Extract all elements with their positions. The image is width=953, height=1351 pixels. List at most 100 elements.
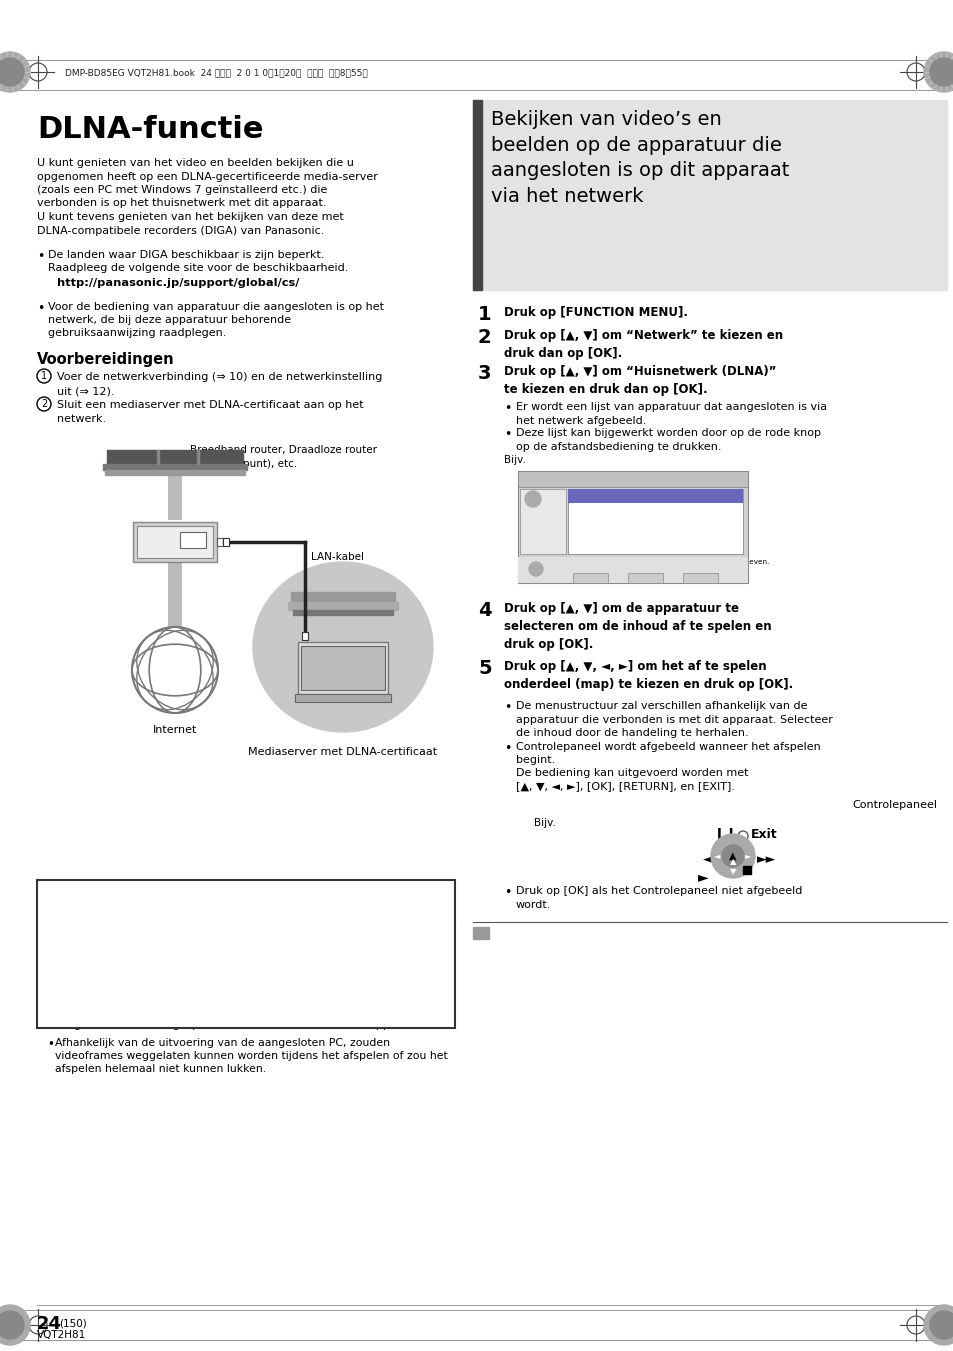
Bar xyxy=(293,611,393,615)
Text: ◄: ◄ xyxy=(714,851,720,861)
Bar xyxy=(216,538,224,546)
Text: 24: 24 xyxy=(37,1315,62,1333)
Text: DLNA-functie: DLNA-functie xyxy=(37,115,263,145)
Bar xyxy=(180,532,206,549)
Text: Er kunnen geen discs of muziek afgespeeld worden. Verder zou het
afspelen van be: Er kunnen geen discs of muziek afgespeel… xyxy=(55,942,423,978)
Bar xyxy=(682,573,718,584)
Circle shape xyxy=(524,490,540,507)
Bar xyxy=(37,880,455,1028)
Circle shape xyxy=(929,1310,953,1339)
Circle shape xyxy=(929,58,953,86)
Text: VQT2H81: VQT2H81 xyxy=(37,1329,86,1340)
Text: Controlepaneel wordt afgebeeld wanneer het afspelen: Controlepaneel wordt afgebeeld wanneer h… xyxy=(516,742,820,753)
Ellipse shape xyxy=(253,562,433,732)
Text: Afhankelijk van de uitvoering van de aangesloten PC, zouden
videoframes weggelat: Afhankelijk van de uitvoering van de aan… xyxy=(55,1038,447,1074)
Text: Bijv.: Bijv. xyxy=(503,455,525,465)
Text: 2: 2 xyxy=(477,328,491,347)
Text: m: m xyxy=(476,929,485,938)
Text: Wanneer er aangesloten is op een DLNA-compatibele
recorder (DIGA) van Panasonic: Wanneer er aangesloten is op een DLNA-co… xyxy=(45,888,377,912)
Bar xyxy=(627,573,662,584)
Bar xyxy=(288,603,397,611)
Text: Voer de netwerkverbinding (⇒ 10) en de netwerkinstelling
uit (⇒ 12).: Voer de netwerkverbinding (⇒ 10) en de n… xyxy=(57,372,382,396)
Text: ▲: ▲ xyxy=(728,851,736,861)
Bar xyxy=(567,489,742,503)
Text: Druk op [▲, ▼] om de apparatuur te
selecteren om de inhoud af te spelen en
druk : Druk op [▲, ▼] om de apparatuur te selec… xyxy=(503,603,771,651)
Circle shape xyxy=(0,58,24,86)
Text: Druk op [FUNCTION MENU].: Druk op [FUNCTION MENU]. xyxy=(503,305,687,319)
Text: Raadpleeg de volgende site voor de beschikbaarheid.: Raadpleeg de volgende site voor de besch… xyxy=(48,263,348,273)
Text: De Huisnetwerk (DLNA) set-up uitvoeren.
Wanneer er een bericht verschijnt dat ve: De Huisnetwerk (DLNA) set-up uitvoeren. … xyxy=(45,917,368,997)
Text: U kunt genieten van het video en beelden bekijken die u: U kunt genieten van het video en beelden… xyxy=(37,158,354,168)
Text: OK: OK xyxy=(522,566,533,571)
Bar xyxy=(297,642,388,694)
Text: Druk op [OK] als het Controlepaneel niet afgebeeld
wordt.: Druk op [OK] als het Controlepaneel niet… xyxy=(516,886,801,909)
Text: RETURN: RETURN xyxy=(522,571,548,576)
Bar xyxy=(517,573,747,584)
Text: (150): (150) xyxy=(59,1319,87,1328)
Text: De bediening kan uitgevoerd worden met: De bediening kan uitgevoerd worden met xyxy=(516,767,748,778)
Circle shape xyxy=(721,844,743,867)
Circle shape xyxy=(923,1305,953,1346)
Text: Mediaserver met DLNA-certificaat: Mediaserver met DLNA-certificaat xyxy=(248,747,437,757)
Text: LAN-kabel
(Recht): LAN-kabel (Recht) xyxy=(311,553,364,576)
Bar xyxy=(291,592,395,603)
Text: ►►: ►► xyxy=(757,854,776,866)
Text: opgenomen heeft op een DLNA-gecertificeerde media-server: opgenomen heeft op een DLNA-gecertificee… xyxy=(37,172,377,181)
Text: Voor de bediening van apparatuur die aangesloten is op het: Voor de bediening van apparatuur die aan… xyxy=(48,303,384,312)
Bar xyxy=(517,471,747,584)
Text: 3: 3 xyxy=(477,363,491,382)
Text: Er wordt een lijst van apparatuur dat aangesloten is via
het netwerk afgebeeld.: Er wordt een lijst van apparatuur dat aa… xyxy=(516,403,826,426)
Text: U kunt tevens genieten van het bekijken van deze met: U kunt tevens genieten van het bekijken … xyxy=(37,212,343,222)
Text: ❙❙: ❙❙ xyxy=(712,828,738,843)
Text: Druk op [▲, ▼] om “Huisnetwerk (DLNA)”
te kiezen en druk dan op [OK].: Druk op [▲, ▼] om “Huisnetwerk (DLNA)” t… xyxy=(503,365,776,396)
Bar xyxy=(103,463,247,470)
Text: gebruiksaanwijzing raadplegen.: gebruiksaanwijzing raadplegen. xyxy=(48,328,226,338)
Text: •: • xyxy=(47,988,53,1001)
Text: verbonden is op het thuisnetwerk met dit apparaat.: verbonden is op het thuisnetwerk met dit… xyxy=(37,199,326,208)
Text: begint.: begint. xyxy=(516,755,555,765)
Text: •: • xyxy=(37,303,45,315)
Bar xyxy=(132,521,216,562)
Circle shape xyxy=(923,51,953,92)
Text: Huisnetwerk (DLNA): Huisnetwerk (DLNA) xyxy=(522,473,614,482)
Text: Controlepaneel: Controlepaneel xyxy=(851,800,936,811)
Text: De menustructuur zal verschillen afhankelijk van de
apparatuur die verbonden is : De menustructuur zal verschillen afhanke… xyxy=(516,701,832,738)
Circle shape xyxy=(0,51,30,92)
Circle shape xyxy=(0,1305,30,1346)
Bar xyxy=(301,646,385,690)
Text: De landen waar DIGA beschikbaar is zijn beperkt.: De landen waar DIGA beschikbaar is zijn … xyxy=(48,250,324,259)
Text: Sluit een mediaserver met DLNA-certificaat aan op het
netwerk.: Sluit een mediaserver met DLNA-certifica… xyxy=(57,400,363,424)
Text: 4: 4 xyxy=(477,601,491,620)
Text: 2: 2 xyxy=(41,399,47,409)
Bar xyxy=(223,538,229,546)
Bar xyxy=(473,100,946,290)
Text: •: • xyxy=(503,428,511,440)
Bar xyxy=(567,489,742,554)
Text: •: • xyxy=(503,886,511,898)
Bar xyxy=(157,450,159,463)
Bar xyxy=(294,694,391,703)
Text: •: • xyxy=(47,942,53,955)
Text: ►: ► xyxy=(698,870,708,884)
Text: Internet: Internet xyxy=(152,725,197,735)
Text: •: • xyxy=(503,742,511,755)
Bar xyxy=(196,450,199,463)
Bar xyxy=(473,927,489,939)
Text: ▲: ▲ xyxy=(729,858,736,866)
Text: netwerk, de bij deze apparatuur behorende: netwerk, de bij deze apparatuur behorend… xyxy=(48,315,291,326)
Bar xyxy=(137,526,213,558)
Text: 1: 1 xyxy=(477,305,491,324)
Text: Voorbereidingen: Voorbereidingen xyxy=(37,353,174,367)
Bar xyxy=(105,470,245,476)
Text: DMP-BD85EG VQT2H81.book  24 ページ  2 0 1 0年1月20日  水曜日  午後8時55分: DMP-BD85EG VQT2H81.book 24 ページ 2 0 1 0年1… xyxy=(65,69,367,77)
Text: Maak uw keuze a.u.b.: Maak uw keuze a.u.b. xyxy=(578,566,656,571)
Bar xyxy=(107,450,243,463)
Text: •: • xyxy=(47,1020,53,1032)
Text: Update: Update xyxy=(522,576,548,581)
Bar xyxy=(473,100,481,290)
Bar xyxy=(742,866,750,874)
Text: Druk op [▲, ▼] om “Netwerk” te kiezen en
druk dan op [OK].: Druk op [▲, ▼] om “Netwerk” te kiezen en… xyxy=(503,330,782,359)
Text: 5: 5 xyxy=(477,659,491,678)
Bar xyxy=(302,632,308,640)
Text: ▼: ▼ xyxy=(729,867,736,877)
